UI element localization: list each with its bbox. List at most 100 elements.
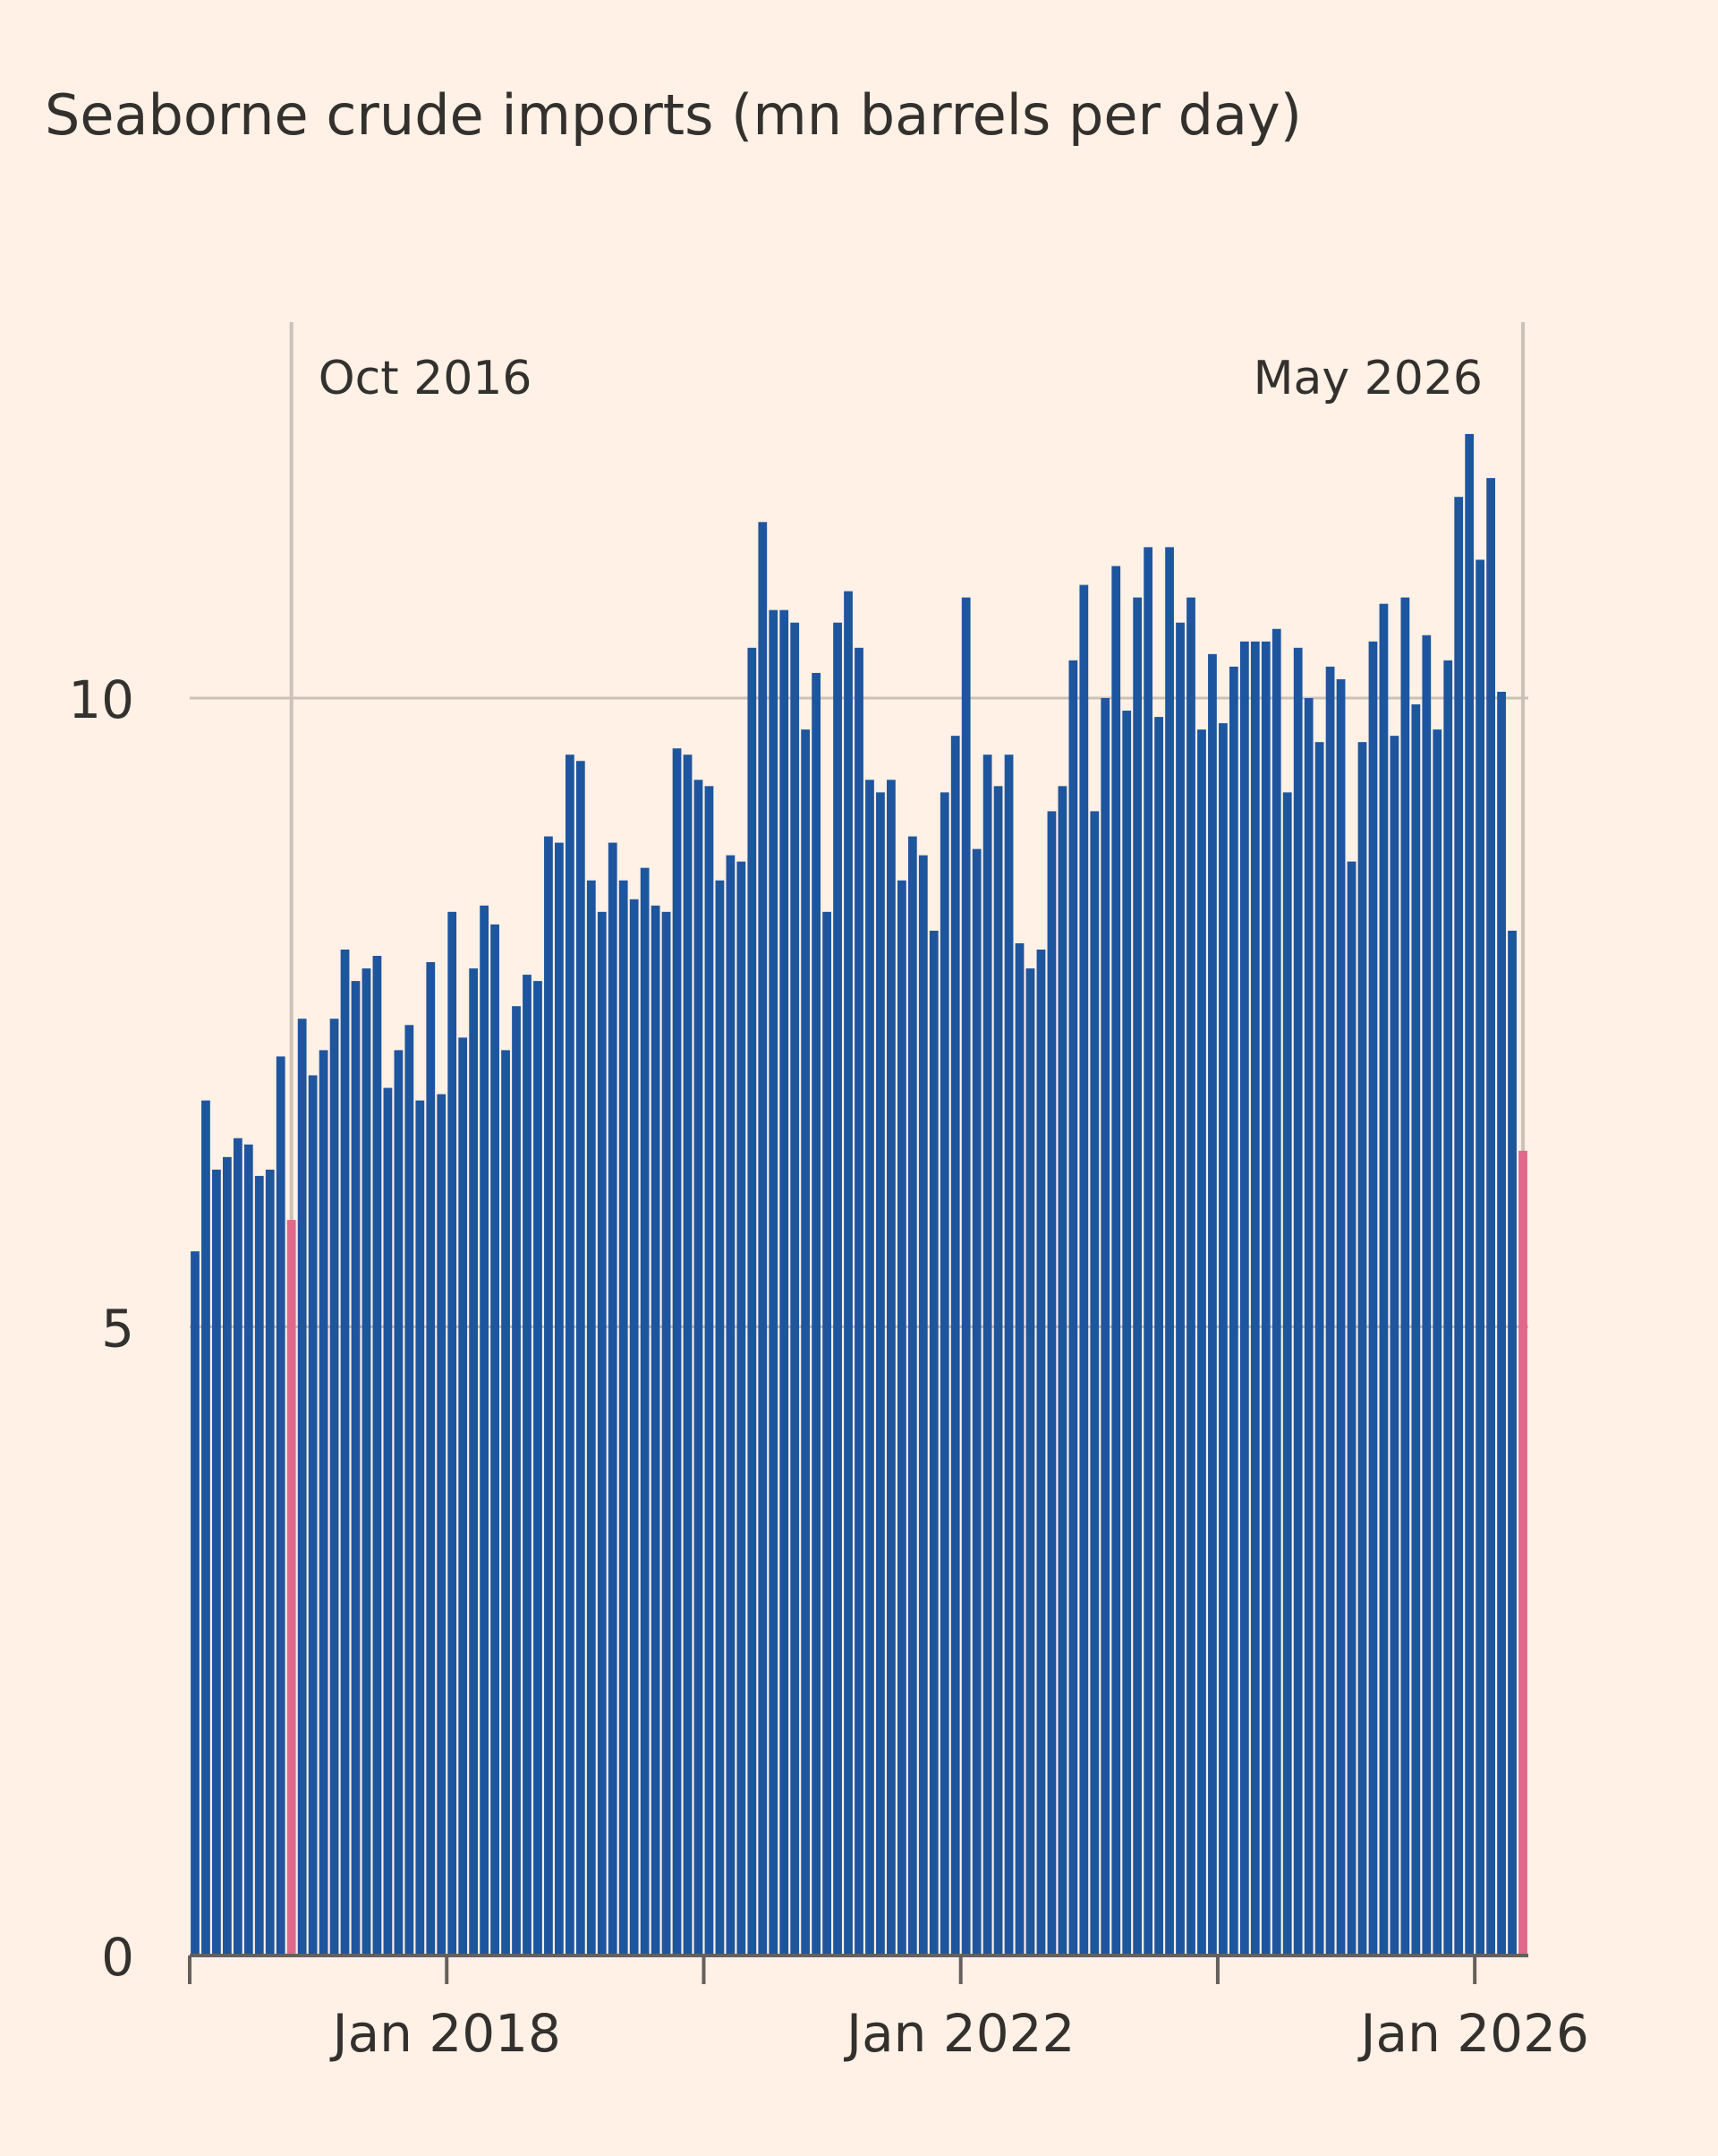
bar	[833, 622, 842, 1956]
chart-title: Seaborne crude imports (mn barrels per d…	[45, 82, 1302, 148]
bar	[233, 1138, 242, 1956]
bar	[1357, 742, 1367, 1956]
bar	[747, 647, 757, 1956]
bar	[565, 754, 574, 1956]
bar	[929, 930, 939, 1956]
labels: 0 5 10 Oct 2016 May 2026 Jan 2018 Jan 2022 Jan …	[68, 352, 1589, 2064]
bar	[1497, 691, 1506, 1956]
bar	[469, 968, 479, 1956]
bar	[779, 609, 789, 1956]
bar	[918, 855, 928, 1956]
bar	[822, 911, 831, 1956]
bar	[1390, 736, 1399, 1956]
bar	[683, 754, 693, 1956]
bar	[1186, 597, 1195, 1956]
bar	[490, 924, 499, 1956]
bar	[1314, 742, 1324, 1956]
bar	[897, 880, 906, 1956]
bar	[1154, 717, 1163, 1956]
bar	[1508, 930, 1517, 1956]
bar	[736, 861, 746, 1956]
bar	[1465, 433, 1475, 1956]
bar	[982, 754, 992, 1956]
bar	[1047, 811, 1057, 1956]
bar	[1379, 603, 1389, 1956]
bar	[575, 761, 585, 1956]
bar	[1036, 950, 1046, 1956]
bar	[1079, 584, 1089, 1956]
bar	[1325, 666, 1335, 1956]
bar	[501, 1050, 510, 1956]
bar	[1250, 641, 1260, 1956]
bar	[1476, 559, 1485, 1956]
bar	[1219, 723, 1228, 1956]
bar	[544, 836, 553, 1956]
bar	[1400, 597, 1410, 1956]
bar	[1518, 1150, 1527, 1956]
bar	[961, 597, 971, 1956]
bar	[758, 522, 768, 1956]
y-tick-label: 10	[68, 669, 134, 730]
bar	[1015, 942, 1025, 1956]
bar	[618, 880, 628, 1956]
bar	[319, 1050, 328, 1956]
bar	[993, 786, 1003, 1956]
bar	[672, 748, 682, 1956]
bar	[907, 836, 917, 1956]
bar	[887, 780, 896, 1956]
bar	[1282, 792, 1292, 1956]
x-tick-label: Jan 2026	[1357, 2003, 1588, 2064]
bars	[191, 433, 1527, 1956]
bar	[1271, 628, 1281, 1956]
bar	[297, 1018, 307, 1956]
bar	[1486, 478, 1495, 1956]
bar	[265, 1169, 275, 1956]
y-tick-label: 5	[101, 1299, 134, 1359]
bar	[458, 1037, 468, 1956]
bar	[351, 981, 361, 1956]
bar	[1304, 698, 1314, 1956]
bar	[329, 1018, 339, 1956]
bar	[372, 956, 382, 1956]
bar	[629, 899, 639, 1956]
bar	[1368, 641, 1378, 1956]
bar	[243, 1144, 253, 1956]
bar	[844, 591, 853, 1956]
bar	[191, 1251, 200, 1956]
bar	[704, 786, 714, 1956]
bar	[1090, 811, 1100, 1956]
bar	[555, 842, 564, 1956]
bar	[394, 1050, 404, 1956]
bar	[651, 905, 660, 1956]
bar	[801, 729, 811, 1956]
bar	[361, 968, 371, 1956]
bar	[790, 622, 800, 1956]
bar	[415, 1100, 425, 1956]
bar	[1004, 754, 1014, 1956]
bar	[1229, 666, 1238, 1956]
bar	[715, 880, 725, 1956]
bar	[223, 1156, 232, 1956]
bar	[1239, 641, 1249, 1956]
bar	[661, 911, 671, 1956]
bar	[1433, 729, 1442, 1956]
bar	[1133, 597, 1143, 1956]
bar	[1422, 635, 1432, 1956]
bar	[769, 609, 778, 1956]
bar	[1111, 566, 1121, 1956]
axes	[188, 1954, 1528, 1984]
bar	[865, 780, 874, 1956]
bar	[340, 950, 350, 1956]
bar	[426, 962, 436, 1956]
bar	[1208, 653, 1217, 1956]
bar	[950, 736, 960, 1956]
bar	[286, 1220, 296, 1956]
bar	[1058, 786, 1067, 1956]
bar	[608, 842, 617, 1956]
bar	[812, 672, 821, 1956]
annotation-label: Oct 2016	[319, 352, 532, 405]
bar	[1176, 622, 1185, 1956]
bar	[1261, 641, 1271, 1956]
bar	[383, 1087, 393, 1956]
